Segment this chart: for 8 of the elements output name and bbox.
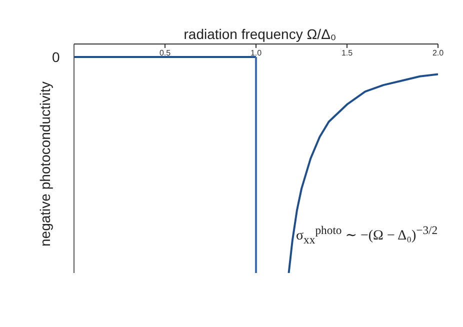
x-tick-label: 1.0 — [250, 48, 262, 58]
x-axis-title: radiation frequency Ω/Δ₀ — [182, 26, 338, 42]
x-tick-label: 1.5 — [341, 48, 354, 58]
y-axis-title: negative photoconductivity — [37, 80, 53, 248]
x-tick-label: 2.0 — [432, 48, 444, 58]
text: 0 — [52, 49, 60, 65]
x-tick-label: 0.5 — [159, 48, 172, 58]
annotation: σ$_{xx}$$^{photo}$ ∼ −(Ω − Δ₀)$^{−3/2}$ — [296, 224, 438, 246]
